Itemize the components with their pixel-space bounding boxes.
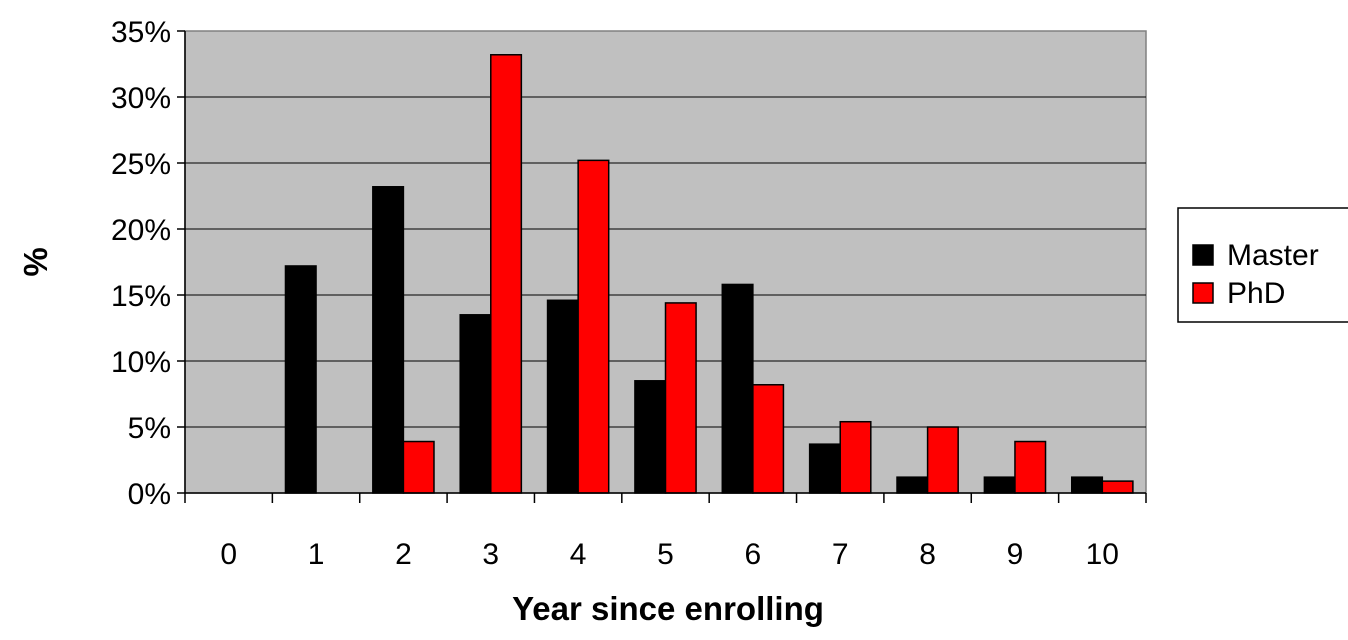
gridlines [185,96,1146,428]
bars [284,54,1134,494]
y-tick-label: 10% [111,346,171,379]
x-tick-label: 7 [832,538,849,571]
y-tick-label: 5% [128,412,171,445]
bar-phd-6 [752,384,785,494]
bar-master-6 [721,283,754,494]
bar-phd-5 [664,302,697,494]
bar-master-3 [459,314,492,494]
x-tick-label: 1 [308,538,325,571]
x-tick-label: 3 [482,538,499,571]
y-tick-label: 15% [111,280,171,313]
bar-master-5 [634,380,667,494]
bar-master-4 [546,299,579,494]
bar-phd-2 [402,440,435,494]
bar-phd-4 [577,159,610,494]
x-axis-title: Year since enrolling [512,590,824,627]
bar-phd-7 [839,420,872,494]
x-tick-label: 0 [220,538,237,571]
legend-swatch-phd [1192,282,1214,304]
bar-master-8 [896,476,929,494]
bar-phd-8 [926,426,959,494]
x-tick-labels: 0 1 2 3 4 5 6 7 8 9 10 [220,538,1119,571]
legend: Master PhD [1177,207,1348,323]
y-tick-label: 0% [128,478,171,511]
bar-phd-9 [1014,440,1047,494]
axes [177,30,1147,503]
legend-label-phd: PhD [1227,277,1285,310]
x-tick-label: 6 [745,538,762,571]
legend-label-master: Master [1227,239,1319,272]
bar-master-7 [808,443,841,494]
y-axis-title: % [17,247,54,276]
y-tick-label: 30% [111,82,171,115]
bar-phd-3 [490,54,523,494]
bar-master-10 [1070,476,1104,494]
x-tick-label: 8 [919,538,936,571]
x-tick-label: 10 [1086,538,1119,571]
y-tick-label: 25% [111,148,171,181]
y-tick-label: 20% [111,214,171,247]
y-tick-labels: 0% 5% 10% 15% 20% 25% 30% 35% [111,16,171,511]
x-tick-label: 5 [657,538,674,571]
y-tick-label: 35% [111,16,171,49]
bar-master-9 [983,476,1016,494]
bar-master-2 [372,186,405,494]
bar-phd-10 [1101,480,1134,494]
legend-swatch-master [1192,244,1214,266]
bar-master-1 [284,265,317,494]
x-tick-label: 4 [570,538,587,571]
x-tick-label: 2 [395,538,412,571]
x-tick-label: 9 [1007,538,1024,571]
